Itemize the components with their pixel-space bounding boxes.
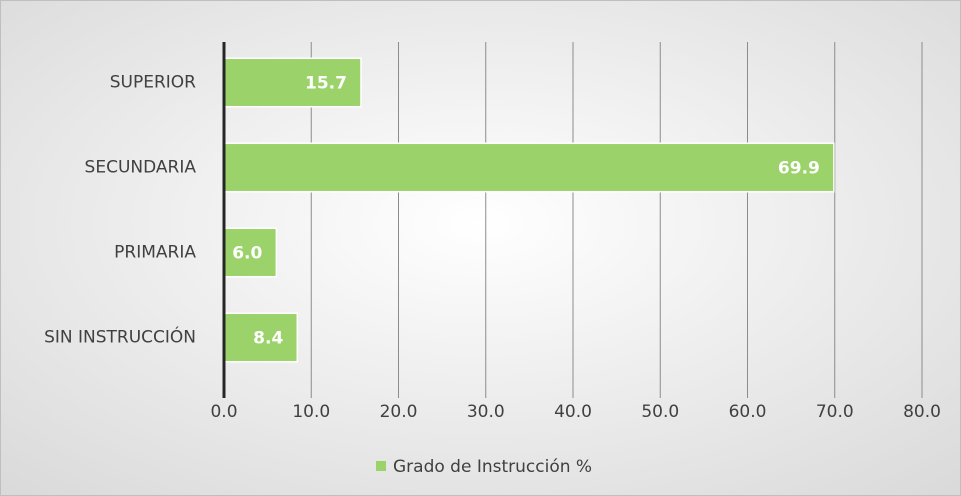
x-tick-label: 10.0 [292,402,330,422]
data-label: 15.7 [305,74,347,94]
x-tick-label: 50.0 [641,402,679,422]
legend-swatch [376,461,386,471]
legend-label: Grado de Instrucción % [393,457,592,477]
x-tick-label: 70.0 [816,402,854,422]
y-tick-label: SIN INSTRUCCIÓN [44,326,196,348]
x-tick-label: 40.0 [554,402,592,422]
bar [223,227,278,278]
data-label: 69.9 [778,159,820,179]
y-tick-label: SUPERIOR [110,73,196,93]
y-tick-label: SECUNDARIA [85,158,197,178]
y-tick-label: PRIMARIA [114,243,196,263]
bar [223,312,299,363]
x-tick-label: 20.0 [380,402,418,422]
x-tick-label: 0.0 [210,402,237,422]
bar [223,142,835,193]
x-tick-label: 30.0 [467,402,505,422]
data-label: 8.4 [253,329,283,349]
data-label: 6.0 [232,244,262,264]
x-tick-label: 80.0 [903,402,941,422]
x-tick-label: 60.0 [729,402,767,422]
